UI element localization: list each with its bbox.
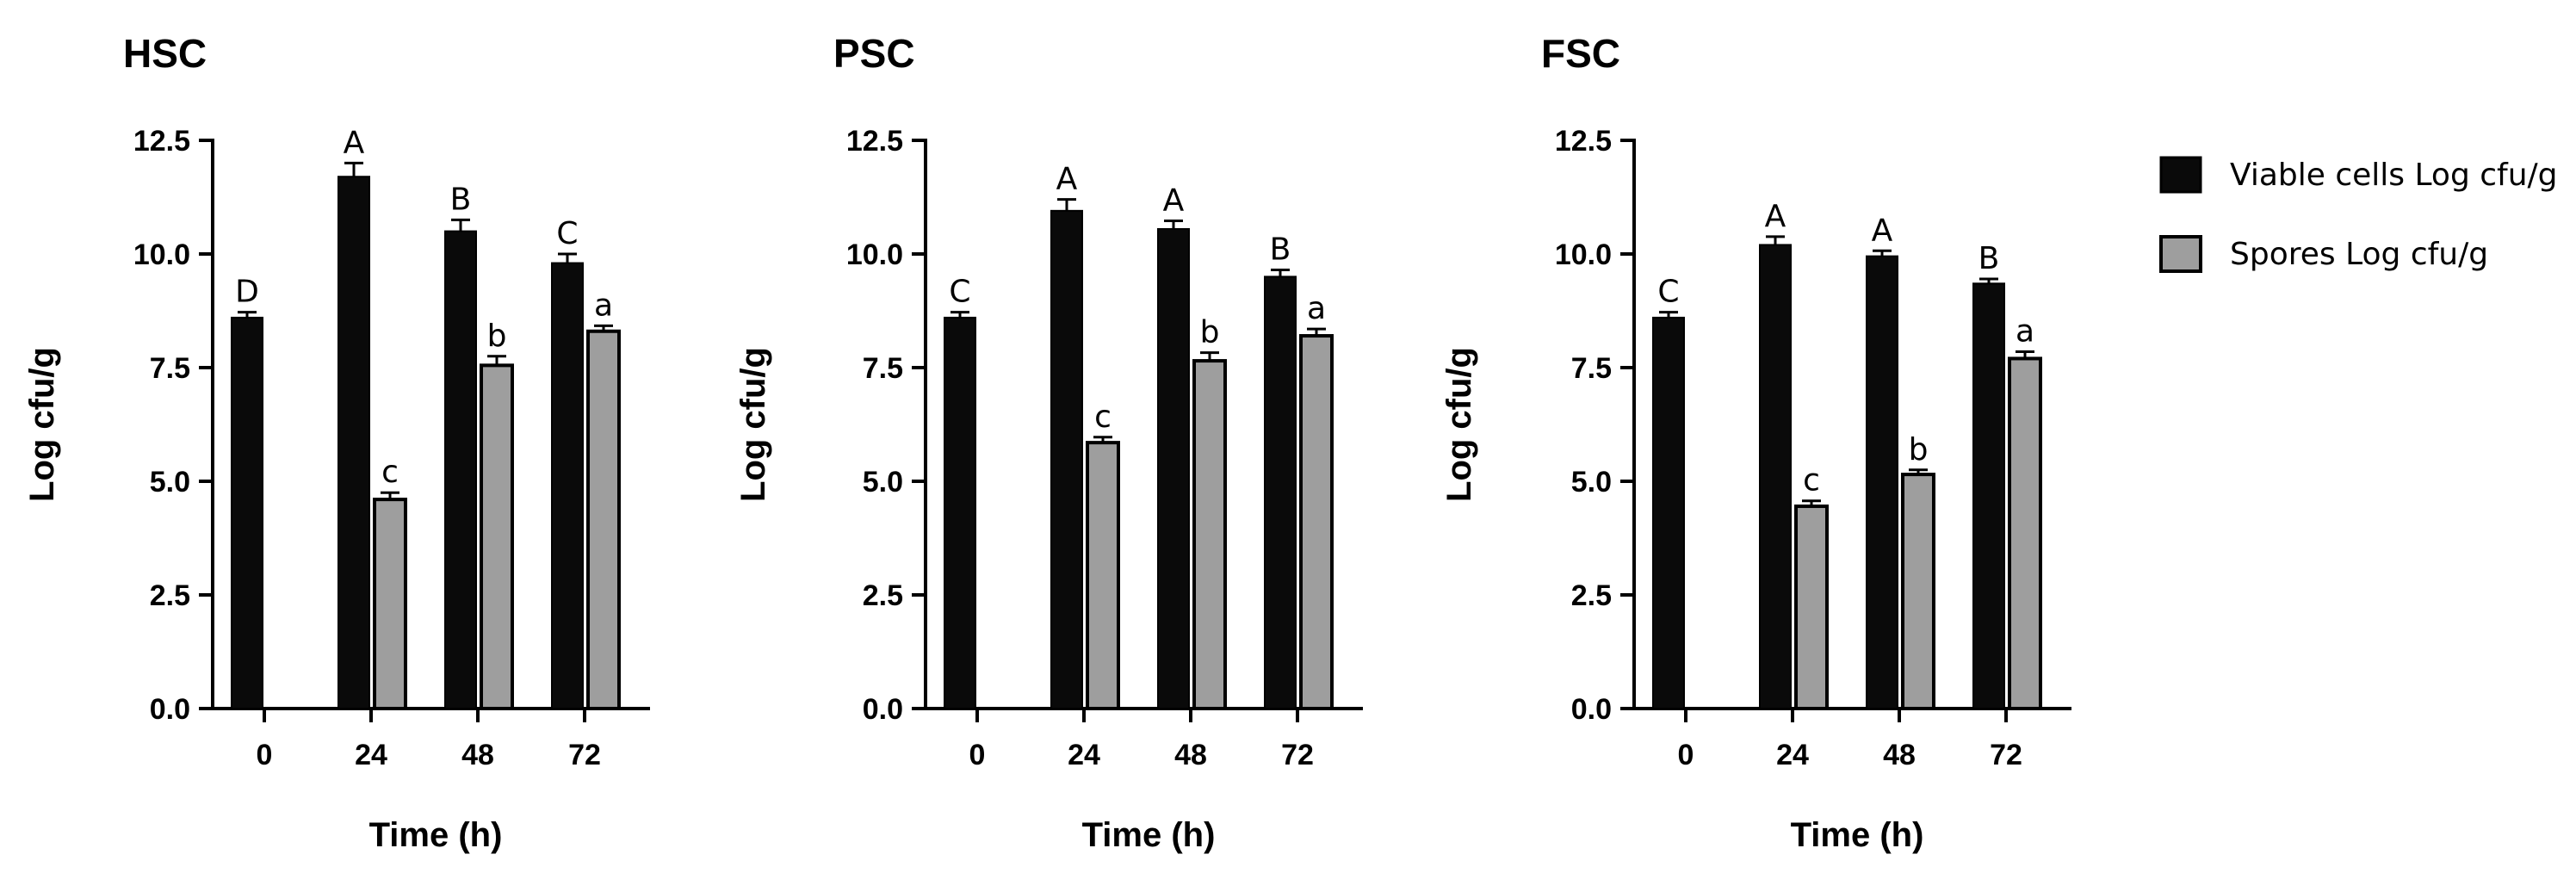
- significance-letter: C: [556, 216, 578, 251]
- y-tick-label: 2.5: [150, 579, 190, 612]
- significance-letter: A: [1872, 213, 1893, 248]
- significance-letter: D: [235, 275, 259, 310]
- y-tick-label: 0.0: [150, 693, 190, 726]
- significance-letter: A: [344, 125, 365, 160]
- bar-viable: [231, 316, 263, 709]
- x-tick-label: 48: [1174, 739, 1207, 771]
- x-tick-label: 24: [355, 739, 387, 771]
- bar-viable: [444, 230, 477, 710]
- bar-viable: [1050, 209, 1083, 709]
- significance-letter: b: [1909, 432, 1929, 467]
- legend-swatch-viable: [2159, 156, 2202, 194]
- y-tick-label: 12.5: [1555, 125, 1612, 158]
- significance-letter: A: [1056, 162, 1078, 197]
- bar-viable: [1972, 282, 2005, 709]
- y-tick-label: 5.0: [150, 466, 190, 498]
- y-tick-label: 5.0: [863, 466, 903, 498]
- x-tick-label: 0: [257, 739, 273, 771]
- significance-letter: a: [2016, 314, 2034, 350]
- chart-title: HSC: [123, 31, 207, 76]
- legend-label-spores: Spores Log cfu/g: [2230, 237, 2488, 272]
- y-tick-label: 0.0: [1571, 693, 1612, 726]
- significance-letter: b: [1200, 315, 1220, 350]
- significance-letter: A: [1765, 199, 1786, 234]
- chart-panel-fsc: FSC Log cfu/g 0.0 2.5 5.0 7.5 10.0 12.5 0 C 24 Ac 48…: [1440, 31, 2071, 854]
- significance-letter: B: [1978, 241, 2000, 276]
- significance-letter: c: [1094, 399, 1112, 435]
- significance-letter: B: [450, 182, 472, 217]
- significance-letter: c: [1803, 463, 1820, 498]
- y-tick-label: 10.0: [1555, 238, 1612, 271]
- x-tick-label: 48: [1883, 739, 1916, 771]
- y-tick-label: 7.5: [1571, 352, 1612, 385]
- significance-letter: C: [949, 275, 970, 310]
- x-tick-label: 24: [1068, 739, 1100, 771]
- significance-letter: B: [1270, 232, 1291, 267]
- significance-letter: c: [381, 455, 399, 490]
- y-tick-label: 2.5: [863, 579, 903, 612]
- legend-label-viable: Viable cells Log cfu/g: [2230, 158, 2558, 193]
- bar-spores: [1086, 441, 1120, 710]
- x-axis-label: Time (h): [1082, 816, 1216, 854]
- y-axis-label: Log cfu/g: [1440, 347, 1478, 502]
- chart-title: PSC: [833, 31, 915, 76]
- y-tick-label: 0.0: [863, 693, 903, 726]
- x-tick-label: 72: [1281, 739, 1314, 771]
- x-tick-label: 0: [1678, 739, 1694, 771]
- x-tick-label: 0: [969, 739, 986, 771]
- bar-spores: [1299, 334, 1334, 710]
- x-tick-label: 48: [461, 739, 494, 771]
- y-tick-label: 5.0: [1571, 466, 1612, 498]
- bar-spores: [586, 329, 621, 710]
- chart-panel-hsc: HSC Log cfu/g 0.0 2.5 5.0 7.5 10.0 12.5 0 D 24 Ac 48…: [23, 31, 650, 854]
- y-tick-label: 10.0: [846, 238, 903, 271]
- significance-letter: a: [594, 288, 613, 323]
- chart-title: FSC: [1541, 31, 1620, 76]
- legend-swatch-spores: [2159, 235, 2202, 273]
- bar-viable: [1157, 227, 1190, 709]
- y-tick-label: 10.0: [133, 238, 190, 271]
- significance-letter: C: [1657, 275, 1679, 310]
- x-tick-label: 72: [568, 739, 601, 771]
- bar-viable: [1866, 255, 1898, 709]
- legend: Viable cells Log cfu/g Spores Log cfu/g: [2159, 156, 2558, 273]
- chart-panel-psc: PSC Log cfu/g 0.0 2.5 5.0 7.5 10.0 12.5 0 C 24 Ac 48…: [734, 31, 1363, 854]
- y-tick-label: 12.5: [133, 125, 190, 158]
- y-tick-label: 7.5: [150, 352, 190, 385]
- bar-viable: [337, 176, 370, 710]
- significance-letter: A: [1163, 183, 1185, 218]
- y-tick-label: 2.5: [1571, 579, 1612, 612]
- y-tick-label: 12.5: [846, 125, 903, 158]
- bar-spores: [1901, 473, 1935, 711]
- x-axis-label: Time (h): [369, 816, 503, 854]
- y-tick-label: 7.5: [863, 352, 903, 385]
- bar-spores: [480, 363, 514, 710]
- significance-letter: a: [1307, 291, 1326, 326]
- y-axis-label: Log cfu/g: [23, 347, 61, 502]
- bar-spores: [1192, 359, 1227, 710]
- bar-viable: [1652, 316, 1685, 709]
- bar-spores: [373, 498, 407, 710]
- x-tick-label: 72: [1990, 739, 2022, 771]
- bar-viable: [551, 262, 584, 709]
- bar-viable: [1264, 276, 1297, 709]
- significance-letter: b: [487, 319, 507, 354]
- bar-spores: [1794, 505, 1829, 710]
- bar-spores: [2008, 356, 2042, 710]
- bar-viable: [944, 316, 976, 709]
- x-axis-label: Time (h): [1791, 816, 1924, 854]
- x-tick-label: 24: [1776, 739, 1809, 771]
- y-axis-label: Log cfu/g: [734, 347, 772, 502]
- bar-viable: [1759, 244, 1792, 709]
